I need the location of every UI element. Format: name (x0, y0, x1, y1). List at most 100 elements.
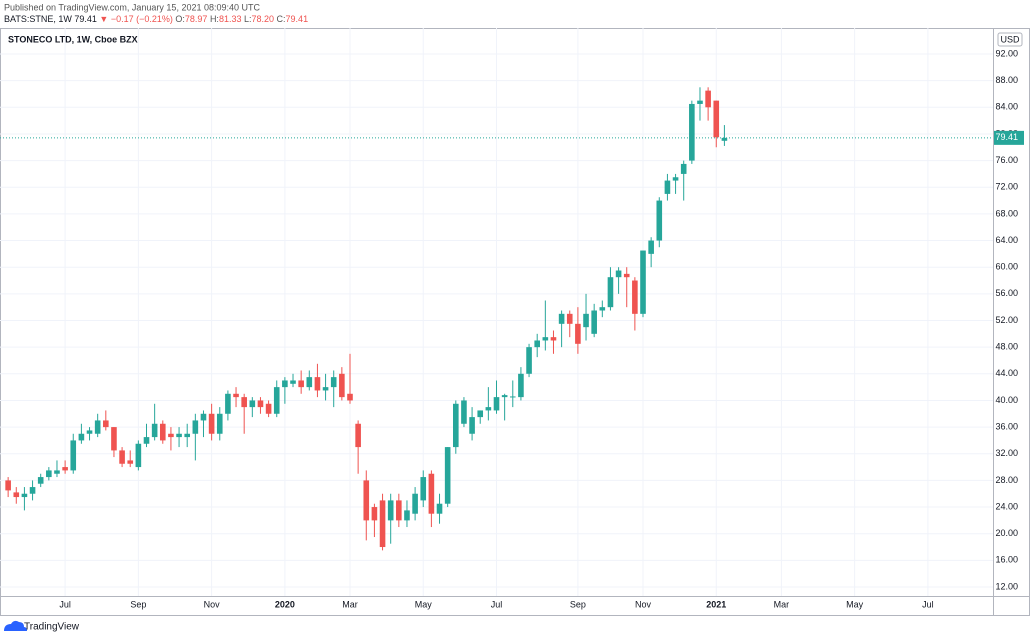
h-value: 81.33 (219, 14, 242, 24)
candle-body (322, 387, 329, 391)
candle-body (412, 493, 418, 514)
logo: TradingView (4, 620, 80, 633)
candle-body (680, 163, 687, 174)
candle-body (444, 447, 451, 504)
candle-body (176, 433, 182, 438)
last-price-label: 79.41 (995, 132, 1018, 142)
y-tick-label: 60.00 (995, 262, 1018, 272)
candle-body (273, 387, 280, 414)
candle-body (623, 273, 630, 278)
candle-body (54, 470, 60, 474)
candle-body (705, 90, 711, 108)
o-value: 78.97 (185, 14, 208, 24)
candle-body (241, 397, 247, 408)
x-tick-label: 2021 (706, 599, 726, 609)
candle-body (379, 500, 386, 548)
candle-body (697, 100, 703, 104)
candle-body (355, 423, 361, 448)
y-tick-label: 92.00 (995, 48, 1018, 58)
candle-body (509, 396, 516, 398)
x-tick-label: Nov (635, 599, 652, 609)
symbol: BATS:STNE, 1W (4, 14, 72, 24)
y-tick-label: 44.00 (995, 368, 1018, 378)
last: 79.41 (74, 14, 97, 24)
c-label: C: (277, 14, 286, 24)
x-tick-label: Jul (59, 599, 71, 609)
y-tick-label: 20.00 (995, 528, 1018, 538)
currency-box (997, 32, 1023, 47)
last-price-tag (994, 130, 1024, 145)
candle-body (5, 480, 11, 491)
y-tick-label: 36.00 (995, 421, 1018, 431)
candle-body (534, 340, 540, 348)
candle-body (648, 240, 654, 254)
candle-body (282, 380, 288, 388)
candle-body (599, 307, 606, 311)
y-tick-label: 24.00 (995, 501, 1018, 511)
candle-body (664, 180, 671, 194)
candle-body (558, 313, 565, 324)
candle-body (436, 503, 443, 514)
x-tick-label: May (846, 599, 864, 609)
candle-body (363, 480, 370, 521)
x-tick-label: May (415, 599, 433, 609)
candle-body (216, 413, 223, 434)
x-tick-label: 2020 (275, 599, 295, 609)
published-note: Published on TradingView.com, January 15… (4, 2, 260, 12)
y-tick-label: 72.00 (995, 182, 1018, 192)
candle-body (404, 510, 410, 521)
candle-body (542, 337, 549, 341)
candle-body (168, 433, 174, 438)
x-tick-label: Nov (204, 599, 221, 609)
candle-body (249, 400, 256, 408)
candle-body (615, 270, 622, 278)
candle-body (566, 313, 573, 324)
y-tick-label: 68.00 (995, 208, 1018, 218)
l-label: L: (244, 14, 252, 24)
candle-body (159, 423, 166, 441)
frame (0, 28, 1030, 616)
logo-icon (4, 620, 27, 631)
o-label: O: (175, 14, 185, 24)
candle-body (347, 393, 353, 401)
y-tick-label: 52.00 (995, 315, 1018, 325)
candle-body (265, 403, 272, 414)
candle-body (689, 103, 695, 161)
candle-body (493, 397, 500, 411)
candle-body (396, 500, 402, 521)
candle-body (591, 310, 597, 334)
y-tick-label: 64.00 (995, 235, 1018, 245)
candle-body (485, 407, 492, 411)
candle-body (501, 395, 508, 398)
y-tick-label: 16.00 (995, 555, 1018, 565)
candle-body (208, 413, 215, 434)
candle-body (453, 403, 459, 448)
candle-body (721, 137, 728, 141)
candle-body (70, 440, 77, 471)
candle-body (127, 460, 134, 464)
candle-body (640, 250, 646, 314)
h-label: H: (210, 14, 219, 24)
candle-body (672, 177, 679, 181)
candle-body (306, 377, 313, 388)
candle-body (290, 380, 296, 384)
candle-body (339, 373, 345, 398)
candle-body (583, 313, 589, 328)
candle-body (135, 443, 142, 468)
y-tick-label: 88.00 (995, 75, 1018, 85)
x-tick-label: Jul (922, 599, 934, 609)
candle-body (469, 417, 475, 434)
candle-body (86, 430, 93, 434)
candle-body (225, 393, 231, 414)
l-value: 78.20 (252, 14, 275, 24)
candle-body (119, 450, 125, 464)
candle-body (21, 493, 28, 498)
candle-body (103, 420, 109, 428)
y-tick-label: 12.00 (995, 581, 1018, 591)
candle-body (632, 280, 638, 314)
brand: TradingView (24, 622, 80, 633)
candle-body (78, 433, 85, 441)
candle-body (550, 337, 557, 341)
y-tick-label: 84.00 (995, 102, 1018, 112)
candle-body (200, 413, 207, 421)
